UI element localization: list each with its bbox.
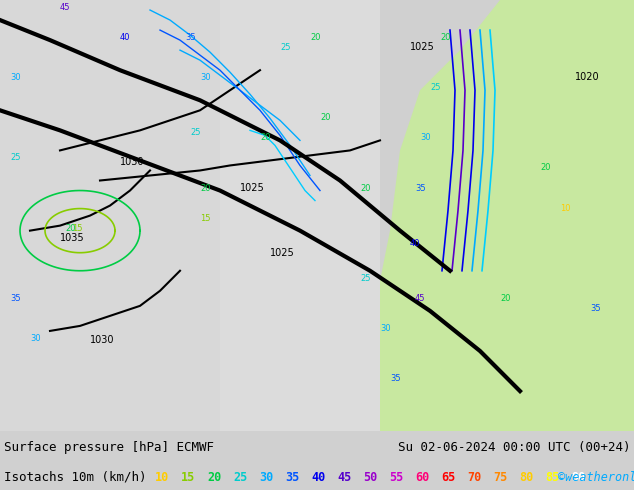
Text: 70: 70 — [467, 470, 481, 484]
Text: 20: 20 — [200, 184, 210, 193]
Text: 65: 65 — [441, 470, 455, 484]
Text: 30: 30 — [259, 470, 273, 484]
Text: 60: 60 — [415, 470, 429, 484]
Text: 10: 10 — [560, 203, 571, 213]
Text: 40: 40 — [311, 470, 325, 484]
Text: 35: 35 — [390, 374, 401, 383]
Text: 90: 90 — [571, 470, 585, 484]
Text: 35: 35 — [10, 294, 21, 303]
Text: 35: 35 — [285, 470, 299, 484]
Text: 1025: 1025 — [410, 42, 435, 52]
Text: 25: 25 — [10, 153, 20, 163]
Text: 50: 50 — [363, 470, 377, 484]
Text: 45: 45 — [60, 3, 70, 12]
Text: 25: 25 — [430, 83, 441, 92]
Text: 45: 45 — [415, 294, 425, 303]
Text: 85: 85 — [545, 470, 559, 484]
Text: 1030: 1030 — [90, 335, 115, 345]
Text: 20: 20 — [360, 184, 370, 193]
Text: 20: 20 — [440, 33, 451, 42]
Text: 30: 30 — [420, 133, 430, 143]
Text: 15: 15 — [181, 470, 195, 484]
Text: 75: 75 — [493, 470, 507, 484]
Text: 30: 30 — [380, 324, 391, 333]
Text: 20: 20 — [260, 133, 271, 143]
Text: 1020: 1020 — [575, 72, 600, 82]
Text: 45: 45 — [337, 470, 351, 484]
Text: 10: 10 — [155, 470, 169, 484]
Text: 30: 30 — [10, 73, 21, 82]
Text: 40: 40 — [410, 239, 420, 247]
Text: 1025: 1025 — [270, 248, 295, 258]
Text: 20: 20 — [500, 294, 510, 303]
Text: 30: 30 — [200, 73, 210, 82]
Text: Surface pressure [hPa] ECMWF: Surface pressure [hPa] ECMWF — [4, 441, 214, 454]
Text: 35: 35 — [415, 184, 425, 193]
Polygon shape — [220, 0, 380, 431]
Text: 20: 20 — [65, 223, 75, 233]
Text: 35: 35 — [590, 304, 600, 313]
Bar — [0, 0, 380, 431]
Text: ©weatheronline.co.uk: ©weatheronline.co.uk — [558, 470, 634, 484]
Text: 35: 35 — [185, 33, 196, 42]
Text: 15: 15 — [72, 223, 82, 233]
Text: 30: 30 — [30, 334, 41, 343]
Text: 20: 20 — [310, 33, 321, 42]
Text: 55: 55 — [389, 470, 403, 484]
Text: 25: 25 — [280, 43, 290, 52]
Text: 80: 80 — [519, 470, 533, 484]
Text: Isotachs 10m (km/h): Isotachs 10m (km/h) — [4, 470, 154, 484]
Text: 25: 25 — [360, 274, 370, 283]
Text: 15: 15 — [200, 214, 210, 222]
Text: 25: 25 — [190, 128, 200, 137]
Text: 1030: 1030 — [120, 157, 145, 168]
Text: 1035: 1035 — [60, 233, 84, 243]
Text: 25: 25 — [233, 470, 247, 484]
Text: 20: 20 — [320, 113, 330, 122]
Text: 20: 20 — [540, 164, 550, 172]
Polygon shape — [380, 0, 634, 431]
Text: 40: 40 — [120, 33, 131, 42]
Text: 1025: 1025 — [240, 183, 265, 193]
Text: 20: 20 — [207, 470, 221, 484]
Text: Su 02-06-2024 00:00 UTC (00+24): Su 02-06-2024 00:00 UTC (00+24) — [398, 441, 630, 454]
